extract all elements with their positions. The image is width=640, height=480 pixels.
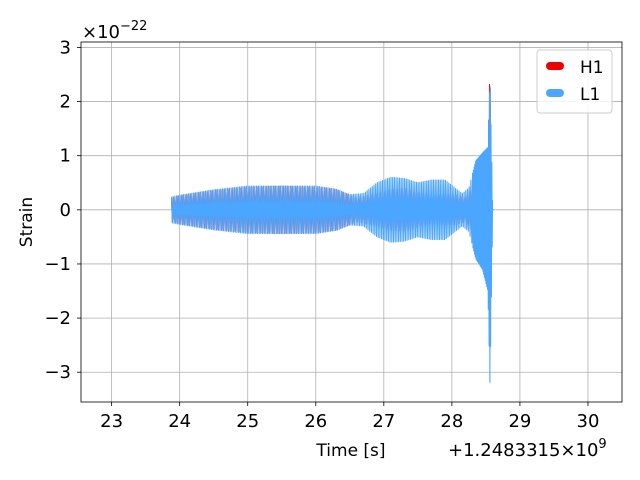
y-axis-label: Strain xyxy=(17,197,37,247)
y-tick-label: −3 xyxy=(44,362,71,383)
x-axis-label: Time [s] xyxy=(315,441,385,461)
y-scale-base: ×10 xyxy=(82,22,120,43)
x-tick-label: 29 xyxy=(508,411,531,432)
y-tick-label: 2 xyxy=(60,92,71,113)
y-tick-label: 1 xyxy=(60,146,71,167)
x-offset-label: +1.2483315×109 xyxy=(448,437,607,461)
y-tick-label: 3 xyxy=(60,37,71,58)
series-l1-line xyxy=(170,86,494,383)
y-scale-label: ×10−22 xyxy=(82,19,147,43)
series-layer xyxy=(170,84,495,383)
x-tick-label: 23 xyxy=(100,411,123,432)
y-scale-exponent: −22 xyxy=(120,19,147,34)
x-tick-label: 28 xyxy=(440,411,463,432)
legend-swatch-h1 xyxy=(546,62,564,70)
legend-swatch-l1 xyxy=(546,89,564,97)
plot-frame xyxy=(80,41,623,403)
y-tick-label: 0 xyxy=(60,200,71,221)
legend-label-l1: L1 xyxy=(580,85,600,105)
y-tick-label: −2 xyxy=(44,308,71,329)
legend: H1 L1 xyxy=(536,49,613,114)
x-tick-label: 24 xyxy=(168,411,191,432)
x-tick-label: 26 xyxy=(304,411,327,432)
legend-label-h1: H1 xyxy=(580,58,604,78)
y-tick-label: −1 xyxy=(44,254,71,275)
x-offset-base: +1.2483315×10 xyxy=(448,440,598,461)
x-tick-label: 30 xyxy=(577,411,600,432)
x-tick-label: 27 xyxy=(372,411,395,432)
x-tick-label: 25 xyxy=(236,411,259,432)
x-offset-exponent: 9 xyxy=(598,437,606,452)
